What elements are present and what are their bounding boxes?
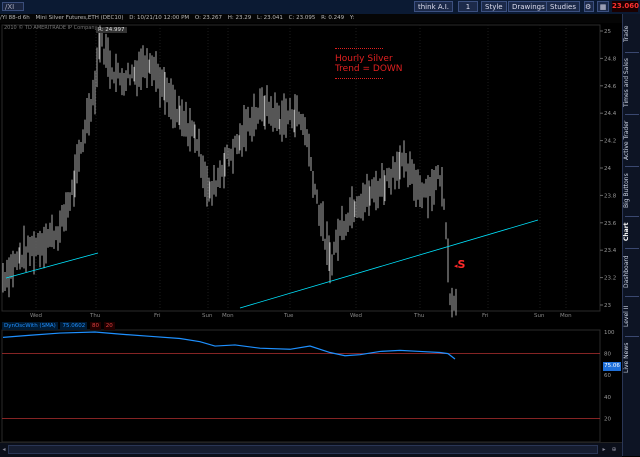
price-tick-label: 24.6 — [604, 84, 617, 90]
oscillator-panel: 100 80 60 40 20 — [1, 329, 615, 443]
price-chart[interactable]: 25 24.8 24.6 24.4 24.2 24 23.8 23.6 23.4 23.2 23 W… — [0, 23, 622, 456]
tab-live-news[interactable]: Live News — [623, 342, 630, 374]
annotation-title[interactable]: Hourly Silver — [335, 54, 393, 64]
info-close: C: 23.095 — [288, 15, 316, 21]
oscillator-value: 75.0602 — [60, 322, 88, 330]
think-ai-button[interactable]: think A.I. — [414, 1, 454, 12]
quote-info-bar: /YI 88-d 6h Mini Silver Futures,ETH (DEC… — [0, 14, 622, 23]
price-tick-label: 24.8 — [604, 56, 617, 62]
sell-signal-marker: ◂S — [454, 258, 466, 271]
trendlines — [5, 219, 539, 309]
chart-background — [0, 23, 622, 456]
style-button[interactable]: Style — [481, 1, 507, 12]
oscillator-tick-label: 100 — [604, 330, 615, 336]
studies-button[interactable]: Studies — [546, 1, 580, 12]
time-label: Fri — [154, 313, 161, 319]
scroll-left-icon[interactable]: ◂ — [2, 446, 6, 453]
oscillator-header: DynOscWith (SMA) 75.0602 80 20 — [2, 322, 116, 330]
info-range: R: 0.249 — [321, 15, 345, 21]
drawings-button[interactable]: Drawings — [508, 1, 549, 12]
oscillator-param1: 80 — [89, 322, 101, 330]
annotation-bottom-line — [335, 78, 383, 79]
time-label: Tue — [283, 313, 294, 319]
side-tab-bar: Trade Times and Sales Active Trader Big … — [622, 14, 640, 456]
scroll-thumb[interactable] — [8, 445, 598, 454]
oscillator-param2: 20 — [103, 322, 115, 330]
info-symbol: /YI 88-d 6h — [0, 15, 30, 21]
last-price-badge: 23.060 — [612, 1, 640, 12]
time-axis: Wed Thu Fri Sun Mon Tue Wed Thu Fri Sun Mon — [30, 313, 572, 319]
price-tick-label: 24.4 — [604, 111, 617, 117]
info-high: H: 23.29 — [227, 15, 252, 21]
oscillator-line — [2, 331, 456, 360]
copyright-label: 2010 © TD AMERITRADE IP Company — [4, 25, 98, 31]
time-label: Thu — [413, 313, 424, 319]
chart-grid — [0, 23, 622, 456]
time-label: Wed — [350, 313, 362, 319]
tab-trade[interactable]: Trade — [623, 25, 630, 43]
annotation-trend[interactable]: Trend = DOWN — [335, 64, 403, 74]
oscillator-tick-label: 40 — [604, 395, 611, 401]
price-tick-label: 24 — [604, 166, 611, 172]
time-label: Mon — [222, 313, 234, 319]
oscillator-name[interactable]: DynOscWith (SMA) — [2, 322, 58, 330]
oscillator-tick-label: 80 — [604, 352, 611, 358]
tab-level-ii[interactable]: Level II — [623, 305, 630, 327]
price-tick-label: 25 — [604, 29, 611, 35]
zoom-icon[interactable]: ⊕ — [611, 446, 617, 453]
annotation-top-line — [335, 48, 383, 49]
tab-chart[interactable]: Chart — [623, 222, 630, 242]
oscillator-tick-label: 20 — [604, 416, 611, 422]
price-axis: 25 24.8 24.6 24.4 24.2 24 23.8 23.6 23.4 23.2 23 — [600, 29, 617, 309]
tab-dashboard[interactable]: Dashboard — [623, 255, 630, 289]
tab-active-trader[interactable]: Active Trader — [623, 120, 630, 160]
price-bars — [2, 25, 457, 318]
scroll-right-icon[interactable]: ▸ — [602, 446, 606, 453]
price-tick-label: 23.4 — [604, 248, 617, 254]
info-extra: Y: — [349, 15, 355, 21]
tab-times-and-sales[interactable]: Times and Sales — [623, 58, 630, 108]
bar-price-tag: R: 24.997 — [96, 27, 127, 33]
tab-big-buttons[interactable]: Big Buttons — [623, 173, 630, 209]
oscillator-tick-label: 60 — [604, 373, 611, 379]
info-date: D: 10/21/10 12:00 PM — [129, 15, 190, 21]
sell-signal-label: S — [457, 258, 466, 271]
symbol-input[interactable]: /XI — [2, 2, 24, 11]
info-open: O: 23.267 — [194, 15, 223, 21]
price-tick-label: 23.6 — [604, 221, 617, 227]
link-button[interactable]: 1 — [458, 1, 478, 12]
settings-icon[interactable]: ⚙ — [584, 1, 594, 12]
price-tick-label: 23 — [604, 303, 611, 309]
price-tick-label: 23.8 — [604, 193, 617, 199]
top-toolbar: /XI think A.I. 1 Style Drawings Studies … — [0, 0, 640, 15]
time-label: Mon — [560, 313, 572, 319]
price-tick-label: 23.2 — [604, 276, 616, 282]
oscillator-last-value: 75.06 — [603, 362, 621, 371]
support-trendline-1 — [5, 252, 99, 279]
support-trendline-2 — [239, 219, 539, 309]
time-label: Fri — [482, 313, 489, 319]
time-label: Thu — [89, 313, 100, 319]
time-scrollbar[interactable]: ◂ ▸ ⊕ — [0, 442, 622, 457]
time-label: Sun — [534, 313, 545, 319]
price-tick-label: 24.2 — [604, 139, 616, 145]
time-label: Wed — [30, 313, 42, 319]
time-label: Sun — [202, 313, 213, 319]
info-low: L: 23.041 — [257, 15, 283, 21]
info-description: Mini Silver Futures,ETH (DEC10) — [35, 15, 124, 21]
grid-icon[interactable]: ▦ — [597, 1, 609, 12]
